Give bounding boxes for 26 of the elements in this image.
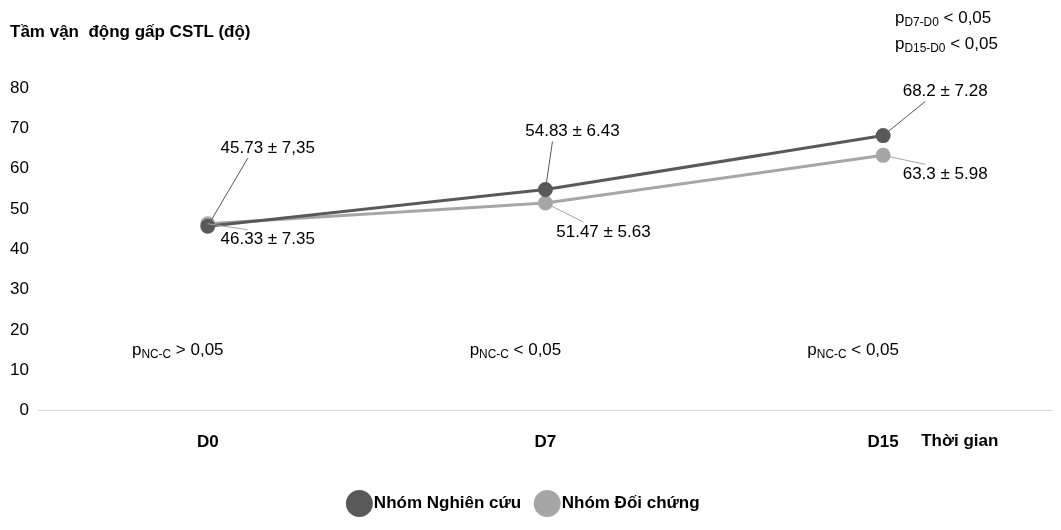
y-tick-label: 40 (9, 238, 29, 258)
point (875, 128, 891, 144)
y-tick-label: 30 (9, 279, 29, 299)
x-tick-label: D7 (534, 432, 557, 452)
y-tick-label: 80 (9, 77, 29, 97)
legend-label: Nhóm Đối chứng (561, 493, 700, 513)
x-tick-label: D0 (196, 432, 219, 452)
data-label: 54.83 ± 6.43 (525, 121, 620, 141)
data-label: 51.47 ± 5.63 (556, 221, 651, 241)
data-label: 68.2 ± 7.28 (902, 81, 988, 101)
y-tick-label: 10 (9, 359, 29, 379)
x-axis-title: Thời gian (921, 431, 999, 451)
data-label: 46.33 ± 7.35 (220, 229, 315, 249)
point (537, 182, 553, 197)
legend-label: Nhóm Nghiên cứu (373, 493, 522, 513)
y-axis-title: Tầm vận động gấp CSTL (độ) (10, 21, 251, 41)
y-tick-label: 0 (19, 400, 29, 420)
y-tick-label: 20 (9, 319, 29, 339)
data-label: 45.73 ± 7,35 (220, 137, 315, 157)
x-tick-label: D15 (867, 432, 899, 452)
point (537, 195, 553, 211)
y-tick-label: 60 (9, 158, 29, 178)
y-tick-label: 50 (9, 198, 29, 218)
data-label: 63.3 ± 5.98 (902, 164, 988, 184)
point (875, 147, 891, 163)
y-tick-label: 70 (9, 118, 29, 138)
